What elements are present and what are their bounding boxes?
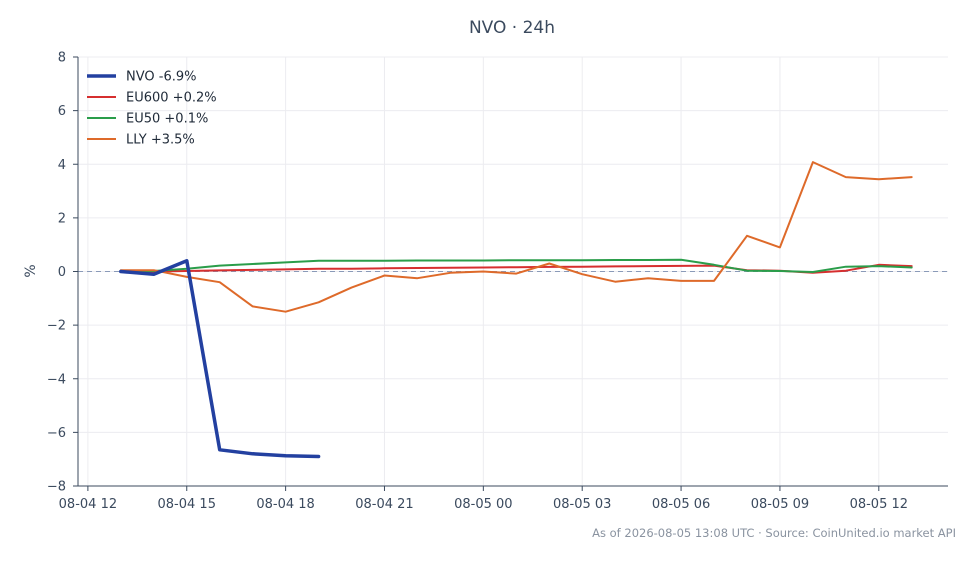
x-tick-label: 08-04 15 (158, 497, 216, 512)
x-tick-label: 08-05 03 (553, 497, 611, 512)
x-tick-label: 08-05 12 (850, 497, 908, 512)
legend-label: NVO -6.9% (126, 70, 196, 85)
y-tick-label: 0 (58, 265, 66, 280)
x-tick-label: 08-04 12 (59, 497, 117, 512)
legend-label: EU600 +0.2% (126, 91, 217, 106)
series-line-1 (119, 259, 321, 459)
x-tick-label: 08-05 00 (454, 497, 512, 512)
y-tick-label: −2 (47, 319, 66, 334)
legend-label: LLY +3.5% (126, 133, 195, 148)
series-line-3 (119, 258, 913, 273)
y-tick-label: 6 (58, 104, 66, 119)
y-tick-label: 8 (58, 51, 66, 66)
y-tick-label: −8 (47, 480, 66, 495)
y-tick-label: 4 (58, 158, 66, 173)
x-tick-label: 08-04 21 (355, 497, 413, 512)
y-tick-label: −4 (47, 372, 66, 387)
chart-title: NVO · 24h (468, 18, 556, 38)
source-footer: As of 2026-08-05 13:08 UTC · Source: Coi… (592, 526, 956, 540)
y-axis-label: % (23, 264, 39, 277)
y-tick-label: −6 (47, 426, 66, 441)
series-lines (119, 161, 913, 459)
x-tick-label: 08-05 09 (751, 497, 809, 512)
x-tick-label: 08-05 06 (652, 497, 710, 512)
x-tick-labels: 08-04 12 08-04 15 08-04 18 08-04 21 08-05 00… (59, 486, 908, 512)
y-tick-label: 2 (58, 211, 66, 226)
y-tick-labels: 8 6 4 2 0 −2 −4 −6 −8 (47, 51, 78, 495)
x-tick-label: 08-04 18 (256, 497, 314, 512)
legend: NVO -6.9% EU600 +0.2% EU50 +0.1% LLY +3.5% (87, 70, 217, 148)
legend-label: EU50 +0.1% (126, 112, 208, 127)
series-line-4 (119, 161, 913, 313)
